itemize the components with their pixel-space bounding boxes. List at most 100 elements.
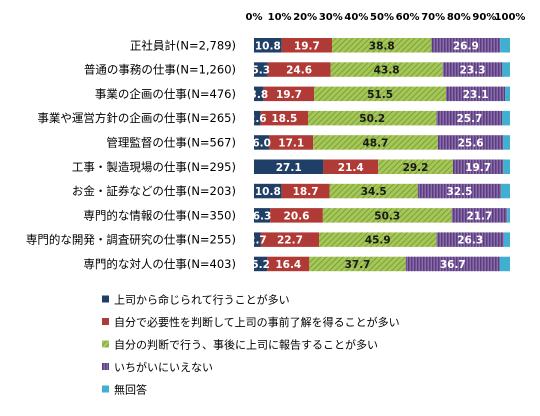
data-label: 23.1 — [463, 89, 489, 101]
legend-swatch — [102, 318, 109, 325]
bar-segment — [323, 159, 379, 174]
data-label: 24.6 — [286, 65, 312, 77]
bar-segment — [309, 256, 406, 272]
bar-segment — [507, 208, 510, 223]
bar-segment — [451, 208, 508, 223]
bar-segment — [436, 110, 503, 126]
category-label: 普通の事務の仕事(N=1,260) — [84, 63, 236, 77]
bar-segment — [281, 38, 333, 53]
bar-segment — [269, 135, 314, 150]
data-label: 19.7 — [294, 40, 320, 52]
bar-segment — [254, 38, 282, 53]
bar-segment — [322, 208, 452, 223]
category-label: 専門的な対人の仕事(N=403) — [83, 257, 236, 271]
bar-segment — [267, 256, 310, 272]
bar-segment — [314, 86, 446, 102]
bar-segment — [254, 86, 264, 102]
data-label: 10.8 — [255, 40, 281, 52]
bar-segment — [501, 183, 510, 199]
legend: 上司から命じられて行うことが多い自分で必要性を判断して上司の事前了解を得ることが… — [102, 293, 400, 397]
data-label: 6.0 — [252, 137, 271, 149]
x-tick-label: 0% — [246, 12, 263, 23]
bar-segment — [405, 256, 500, 272]
data-label: 23.3 — [460, 65, 486, 77]
data-label: 50.3 — [374, 210, 400, 222]
data-label: 50.2 — [359, 113, 385, 125]
bar-segment — [254, 159, 324, 174]
data-label: 18.5 — [271, 113, 297, 125]
bar-segment — [267, 62, 331, 77]
bar-segment — [254, 110, 261, 126]
data-label: 3.8 — [250, 89, 269, 101]
x-axis-ticks: 0% 10% 20% 30% 40% 50% 60% 70% 80% 90%100% — [246, 12, 526, 23]
data-label: 5.3 — [251, 65, 270, 77]
data-label: 19.7 — [276, 89, 302, 101]
category-label: 正社員計(N=2,789) — [130, 38, 236, 52]
bar-segment — [332, 38, 432, 53]
data-label: 18.7 — [293, 186, 319, 198]
bar-segment — [254, 232, 261, 247]
legend-label: いちがいにいえない — [114, 360, 213, 374]
legend-label: 自分の判断で行う、事後に上司に報告することが多い — [114, 338, 378, 352]
bar-segment — [431, 38, 501, 53]
bar-segment — [502, 110, 510, 126]
data-label: 17.1 — [278, 137, 304, 149]
data-label: 37.7 — [345, 259, 371, 271]
data-label: 2.6 — [248, 113, 267, 125]
bar-segment — [500, 38, 510, 53]
data-label: 22.7 — [277, 235, 303, 247]
bar-segment — [330, 62, 443, 77]
bar-segment — [270, 208, 323, 223]
bars — [254, 38, 510, 272]
data-label: 32.5 — [446, 186, 472, 198]
data-label: 16.4 — [275, 259, 301, 271]
data-label: 21.7 — [466, 210, 492, 222]
x-tick-label: 40% — [344, 12, 368, 23]
legend-swatch — [102, 363, 109, 370]
bar-segment — [254, 62, 268, 77]
legend-label: 無回答 — [114, 383, 147, 397]
bar-segment — [260, 232, 320, 247]
bar-segment — [378, 159, 453, 174]
x-tick-label: 100% — [495, 12, 526, 23]
bar-segment — [442, 62, 503, 77]
bar-segment — [499, 256, 510, 272]
legend-swatch — [102, 340, 109, 348]
data-label: 29.2 — [403, 162, 429, 174]
data-label: 25.7 — [456, 113, 482, 125]
bar-segment — [452, 159, 504, 174]
bar-segment — [319, 232, 437, 247]
bar-segment — [417, 183, 502, 199]
category-label: 事業や運営方針の企画の仕事(N=265) — [37, 111, 236, 125]
bar-segment — [503, 159, 510, 174]
bar-segment — [505, 86, 510, 102]
bar-segment — [503, 135, 510, 150]
data-label: 6.3 — [253, 210, 272, 222]
data-label: 20.6 — [284, 210, 310, 222]
data-label: 2.7 — [248, 235, 267, 247]
category-label: 専門的な開発・調査研究の仕事(N=255) — [26, 233, 236, 247]
data-label: 26.9 — [453, 40, 479, 52]
data-label: 5.2 — [251, 259, 270, 271]
x-tick-label: 30% — [319, 12, 343, 23]
bar-segment — [503, 232, 510, 247]
bar-segment — [254, 135, 270, 150]
bar-segment — [446, 86, 506, 102]
bar-segment — [437, 135, 504, 150]
data-label: 19.7 — [465, 162, 491, 174]
bar-segment — [313, 135, 438, 150]
bar-segment — [502, 62, 510, 77]
category-label: 管理監督の仕事(N=567) — [106, 135, 236, 149]
category-label: 工事・製造現場の仕事(N=295) — [72, 160, 236, 174]
bar-segment — [436, 232, 504, 247]
data-label: 34.5 — [361, 186, 387, 198]
data-label: 45.9 — [365, 235, 391, 247]
data-label: 36.7 — [440, 259, 466, 271]
bar-segment — [260, 110, 309, 126]
x-tick-label: 60% — [396, 12, 420, 23]
bar-segment — [329, 183, 418, 199]
data-label: 43.8 — [374, 65, 400, 77]
x-tick-label: 20% — [293, 12, 317, 23]
bar-segment — [263, 86, 315, 102]
